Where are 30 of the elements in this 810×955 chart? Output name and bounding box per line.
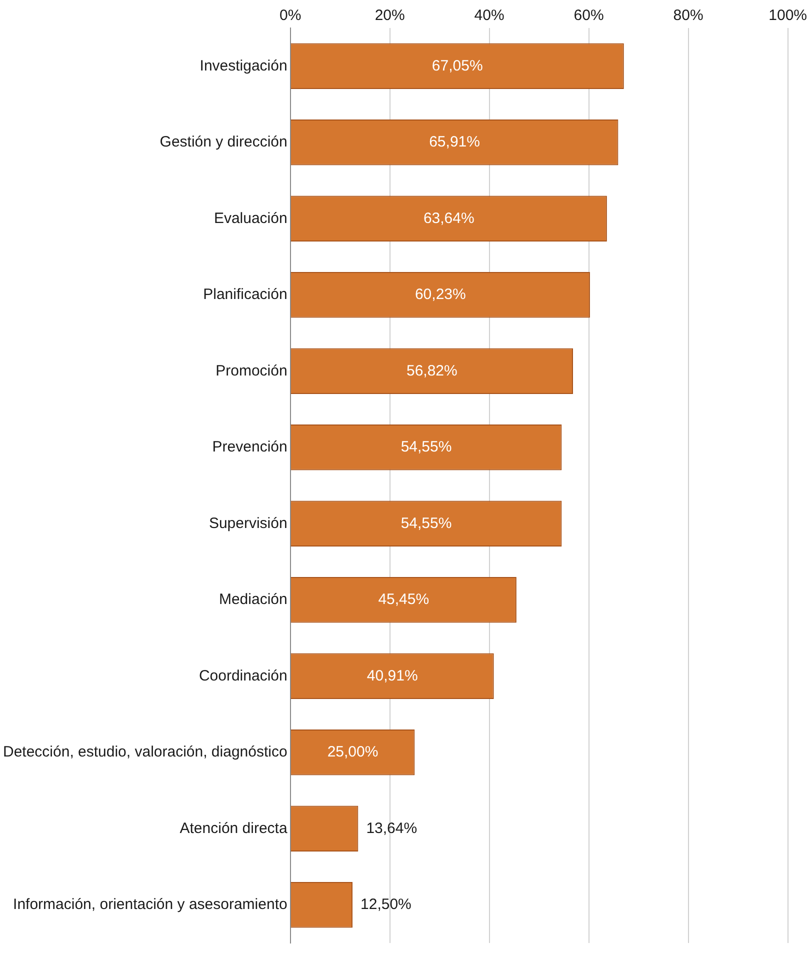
y-tick-label: Gestión y dirección [160, 134, 288, 151]
data-label: 63,64% [423, 210, 474, 227]
data-label: 60,23% [414, 286, 466, 304]
y-tick-label: Promoción [216, 362, 288, 380]
y-tick-label: Planificación [203, 286, 288, 304]
data-label: 65,91% [429, 134, 480, 151]
data-label: 40,91% [366, 667, 418, 684]
data-label: 45,45% [378, 591, 430, 608]
x-tick-label: 40% [474, 7, 504, 24]
y-tick-label: Coordinación [198, 667, 288, 684]
data-label: 67,05% [432, 57, 483, 74]
y-tick-label: Detección, estudio, valoración, diagnóstico [2, 744, 288, 761]
data-label: 54,55% [400, 514, 452, 532]
x-tick-label: 80% [673, 7, 704, 24]
y-tick-label: Prevención [212, 438, 288, 456]
x-tick-label: 0% [279, 7, 302, 24]
y-tick-label: Investigación [200, 57, 288, 74]
x-tick-label: 60% [574, 7, 604, 24]
y-tick-label: Mediación [218, 591, 288, 608]
data-label: 25,00% [327, 744, 378, 761]
y-tick-label: Supervisión [208, 514, 288, 532]
x-tick-label: 100% [768, 7, 808, 24]
data-label: 56,82% [406, 362, 458, 380]
data-label: 13,64% [366, 820, 418, 837]
y-tick-label: Información, orientación y asesoramiento [13, 896, 288, 914]
data-label: 12,50% [360, 896, 412, 914]
y-tick-label: Evaluación [214, 210, 288, 227]
data-label: 54,55% [400, 438, 452, 456]
y-tick-label: Atención directa [180, 820, 288, 837]
x-tick-label: 20% [374, 7, 405, 24]
